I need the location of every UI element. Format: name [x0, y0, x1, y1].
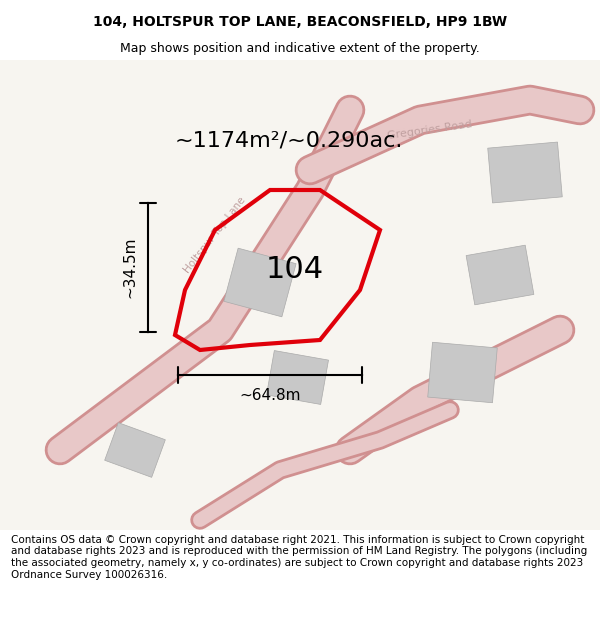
Polygon shape — [224, 248, 296, 317]
Polygon shape — [466, 245, 534, 305]
Text: 104, HOLTSPUR TOP LANE, BEACONSFIELD, HP9 1BW: 104, HOLTSPUR TOP LANE, BEACONSFIELD, HP… — [93, 15, 507, 29]
Text: ~34.5m: ~34.5m — [122, 237, 137, 298]
Text: Gregories Road: Gregories Road — [387, 119, 473, 141]
Polygon shape — [104, 422, 166, 478]
Text: ~64.8m: ~64.8m — [239, 388, 301, 402]
Text: Holtspur Top Lane: Holtspur Top Lane — [182, 195, 248, 275]
Polygon shape — [488, 142, 562, 203]
Text: ~1174m²/~0.290ac.: ~1174m²/~0.290ac. — [175, 130, 403, 150]
Text: Contains OS data © Crown copyright and database right 2021. This information is : Contains OS data © Crown copyright and d… — [11, 535, 587, 579]
Text: Map shows position and indicative extent of the property.: Map shows position and indicative extent… — [120, 42, 480, 55]
Polygon shape — [428, 342, 497, 402]
Polygon shape — [266, 351, 328, 404]
Text: 104: 104 — [266, 256, 324, 284]
